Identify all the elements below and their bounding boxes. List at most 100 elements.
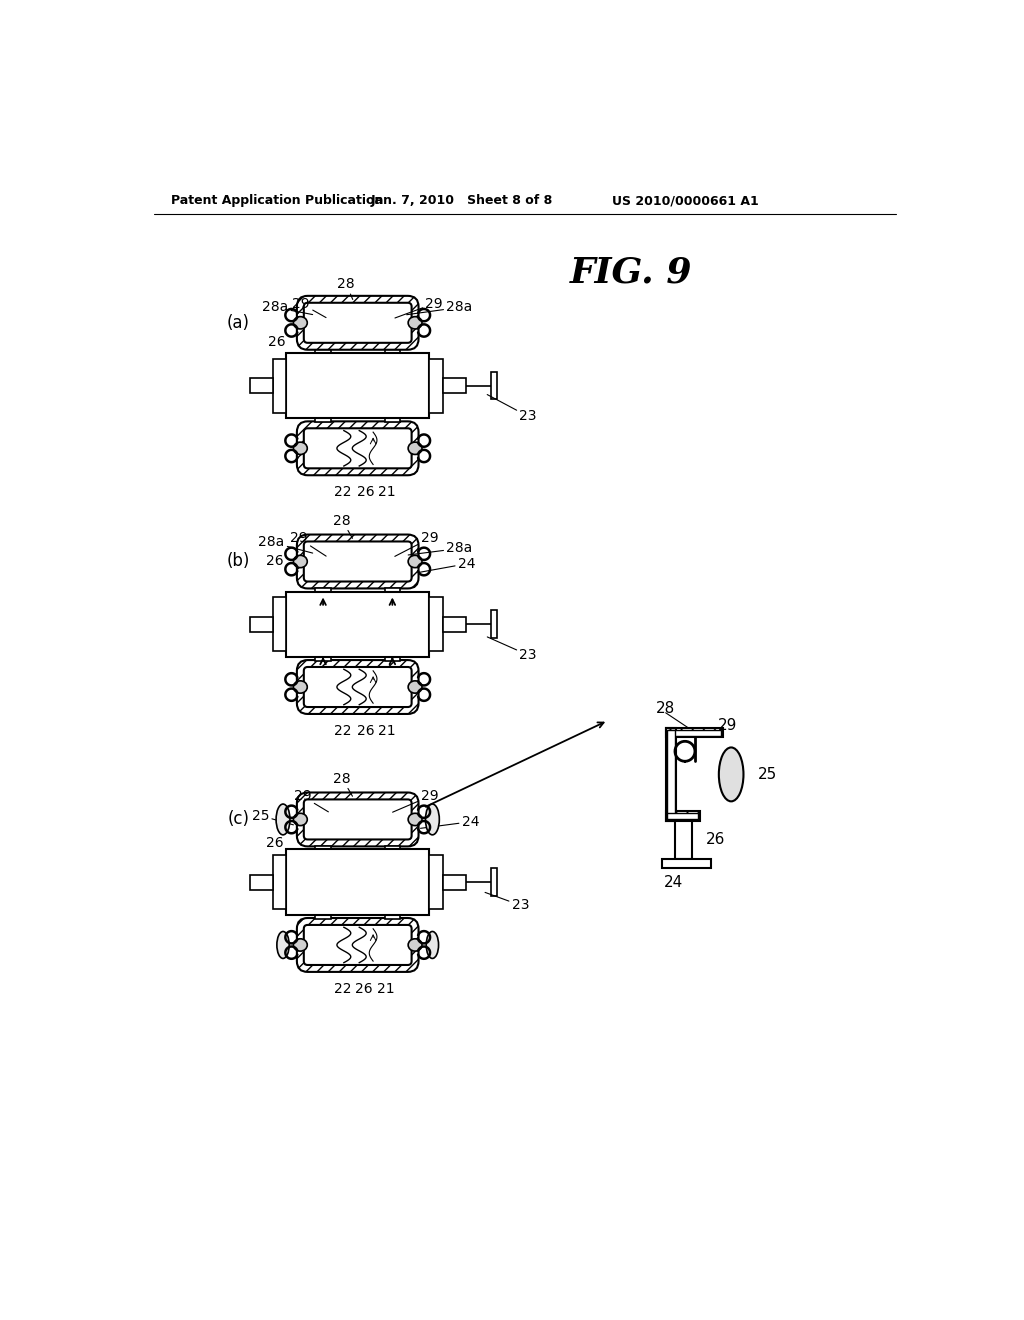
Text: Jan. 7, 2010   Sheet 8 of 8: Jan. 7, 2010 Sheet 8 of 8 [371,194,553,207]
Text: 23: 23 [485,892,529,912]
FancyBboxPatch shape [304,541,412,582]
Text: 25: 25 [252,809,294,825]
Text: 28: 28 [334,772,352,796]
Text: 22: 22 [334,486,351,499]
Bar [429,855,442,909]
Text: 29: 29 [718,718,737,734]
Text: (c): (c) [227,810,250,829]
FancyBboxPatch shape [304,428,412,469]
Bar [662,859,711,869]
Bar [287,850,429,915]
FancyBboxPatch shape [304,302,412,343]
Bar [429,359,442,413]
Text: 28: 28 [334,513,352,539]
FancyBboxPatch shape [297,296,419,350]
Text: 29: 29 [395,532,438,556]
Bar [492,869,497,896]
Ellipse shape [409,556,422,568]
Text: 23: 23 [487,395,537,424]
Text: 24: 24 [418,557,475,573]
Text: 29: 29 [292,297,326,318]
FancyBboxPatch shape [304,667,412,708]
Bar [675,821,692,859]
Bar [666,729,677,821]
Bar [250,378,272,393]
Bar [287,352,429,418]
FancyBboxPatch shape [304,800,412,840]
FancyBboxPatch shape [297,535,419,589]
Bar [666,729,723,738]
Text: 29: 29 [294,789,329,812]
Ellipse shape [294,556,307,568]
Ellipse shape [294,442,307,454]
Text: 29: 29 [290,532,326,556]
Bar [442,874,466,890]
Ellipse shape [294,939,307,952]
Text: 26: 26 [356,486,374,499]
Text: 28a: 28a [407,301,472,314]
Bar [385,915,400,919]
Bar [272,597,287,651]
Ellipse shape [294,317,307,329]
Text: 28: 28 [337,277,355,300]
Text: 29: 29 [392,789,438,812]
Bar [315,915,331,919]
Text: 25: 25 [758,767,777,781]
Bar [492,610,497,638]
Bar [442,616,466,632]
Ellipse shape [409,317,422,329]
Ellipse shape [276,804,290,834]
Bar [429,597,442,651]
Bar [385,656,400,661]
FancyBboxPatch shape [297,421,419,475]
Ellipse shape [409,939,422,952]
FancyBboxPatch shape [297,660,419,714]
Text: FIG. 9: FIG. 9 [569,255,692,289]
Bar [492,372,497,400]
Text: 28: 28 [656,701,676,717]
Bar [315,350,331,354]
Ellipse shape [276,932,289,958]
Text: Patent Application Publication: Patent Application Publication [171,194,383,207]
Text: 26: 26 [266,836,284,850]
FancyBboxPatch shape [304,925,412,965]
Text: 26: 26 [356,723,374,738]
Bar [272,359,287,413]
Bar [385,417,400,422]
Text: 21: 21 [378,486,396,499]
Bar [315,846,331,850]
Ellipse shape [409,442,422,454]
Text: 21: 21 [377,982,394,995]
FancyBboxPatch shape [297,792,419,846]
Text: (a): (a) [227,314,250,331]
Text: 21: 21 [378,723,396,738]
Bar [250,874,272,890]
Text: 22: 22 [334,982,351,995]
FancyBboxPatch shape [297,917,419,972]
Text: 28a: 28a [258,535,312,553]
Ellipse shape [409,681,422,693]
Bar [668,730,675,818]
Text: 28a: 28a [409,541,472,556]
Bar [272,855,287,909]
Ellipse shape [294,813,307,825]
Bar [315,656,331,661]
Bar [385,350,400,354]
Ellipse shape [425,804,439,834]
Bar [442,378,466,393]
Text: (b): (b) [226,553,250,570]
Text: 26: 26 [706,833,725,847]
Bar [287,591,429,657]
Ellipse shape [294,681,307,693]
Bar [668,730,721,737]
Text: 24: 24 [421,814,479,829]
Ellipse shape [426,932,438,958]
Text: 22: 22 [334,723,351,738]
Bar [315,417,331,422]
Text: 26: 26 [268,335,286,348]
Text: 26: 26 [355,982,373,995]
Text: US 2010/0000661 A1: US 2010/0000661 A1 [611,194,759,207]
Ellipse shape [719,747,743,801]
Bar [250,616,272,632]
Text: 23: 23 [487,638,537,663]
